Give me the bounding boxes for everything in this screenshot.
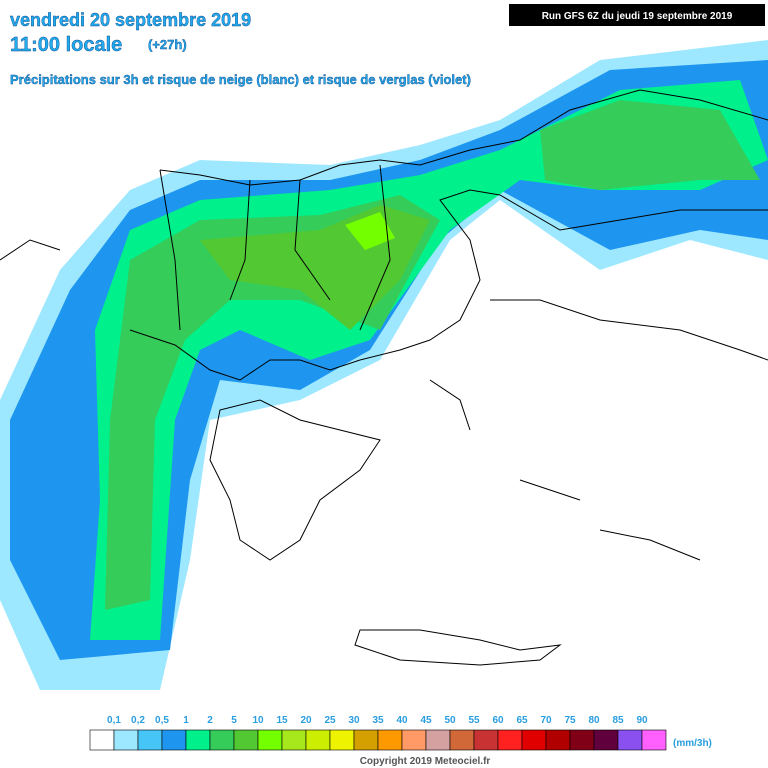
forecast-time: 11:00 locale (10, 34, 122, 56)
legend-swatch (425, 729, 451, 751)
country-borders (0, 89, 768, 666)
legend-label: 2 (207, 715, 213, 726)
legend-swatch (281, 729, 307, 751)
legend-swatch (329, 729, 355, 751)
precipitation-field (0, 40, 768, 690)
legend-swatch (401, 729, 427, 751)
legend-swatch (257, 729, 283, 751)
legend-label: 10 (252, 715, 264, 726)
legend-swatch (569, 729, 595, 751)
legend-swatch (449, 729, 475, 751)
legend-swatch (545, 729, 571, 751)
legend-swatch (305, 729, 331, 751)
forecast-lead: (+27h) (148, 37, 187, 52)
forecast-date: vendredi 20 septembre 2019 (10, 10, 251, 30)
legend-swatch (209, 729, 235, 751)
legend-swatch (641, 729, 667, 751)
legend-label: 0,1 (107, 715, 121, 726)
legend-label: 25 (324, 715, 336, 726)
legend-label: 80 (588, 715, 600, 726)
legend-swatch (617, 729, 643, 751)
legend-swatch (377, 729, 403, 751)
legend-swatch (89, 729, 115, 751)
legend-swatch (497, 729, 523, 751)
legend-label: 35 (372, 715, 384, 726)
run-label: Run GFS 6Z du jeudi 19 septembre 2019 (542, 11, 733, 22)
legend-swatch (593, 729, 619, 751)
copyright: Copyright 2019 Meteociel.fr (360, 756, 491, 767)
legend-label: 30 (348, 715, 360, 726)
legend-label: 55 (468, 715, 480, 726)
legend-label: 20 (300, 715, 312, 726)
legend-label: 65 (516, 715, 528, 726)
legend-swatch (161, 729, 187, 751)
legend-label: 90 (636, 715, 648, 726)
legend-label: 70 (540, 715, 552, 726)
legend-label: 1 (183, 715, 189, 726)
legend-label: 15 (276, 715, 288, 726)
legend-label: 40 (396, 715, 408, 726)
legend-swatch (521, 729, 547, 751)
legend-swatch (473, 729, 499, 751)
legend-label: 60 (492, 715, 504, 726)
legend: 0,1 0,2 0,5 1 2 5 10 15 20 25 30 35 40 45 50 55 60 65 70 75… (89, 715, 667, 751)
legend-label: 50 (444, 715, 456, 726)
run-box (509, 4, 765, 26)
legend-swatch (113, 729, 139, 751)
legend-swatch (353, 729, 379, 751)
legend-swatch (137, 729, 163, 751)
legend-label: 5 (231, 715, 237, 726)
legend-label: 0,5 (155, 715, 169, 726)
legend-label: 85 (612, 715, 624, 726)
map-subtitle: Précipitations sur 3h et risque de neige… (10, 72, 471, 87)
legend-swatch (233, 729, 259, 751)
legend-label: 0,2 (131, 715, 145, 726)
legend-swatch (185, 729, 211, 751)
legend-unit: (mm/3h) (673, 738, 712, 749)
legend-label: 45 (420, 715, 432, 726)
legend-label: 75 (564, 715, 576, 726)
